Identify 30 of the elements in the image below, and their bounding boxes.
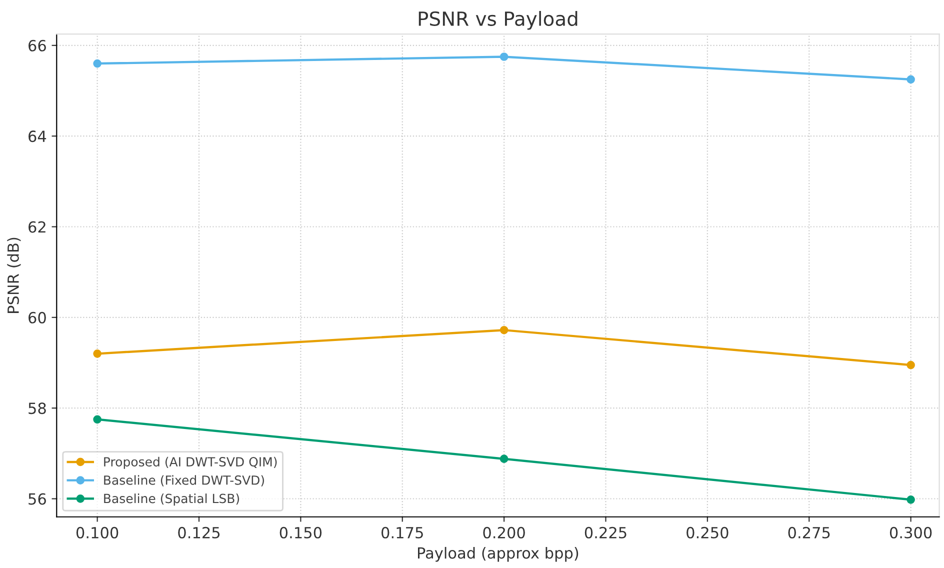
x-tick-label: 0.200 (483, 526, 525, 538)
point (93, 59, 102, 68)
y-tick-label: 58 (28, 402, 46, 414)
legend-label: Baseline (Fixed DWT-SVD) (104, 475, 264, 486)
x-axis-title: Payload (approx bpp) (418, 546, 578, 562)
point (906, 360, 915, 370)
x-tick-label: 0.225 (584, 526, 626, 538)
y-tick-label: 64 (28, 130, 46, 142)
x-tick-label: 0.175 (382, 526, 423, 538)
x-tick-label: 0.300 (890, 526, 932, 538)
point (906, 75, 915, 84)
x-tick-label: 0.150 (280, 526, 322, 538)
point (500, 52, 508, 61)
y-tick-label: 56 (28, 493, 46, 505)
point (906, 495, 915, 504)
y-tick-label: 66 (28, 40, 46, 52)
legend-label: Baseline (Spatial LSB) (104, 494, 240, 506)
legend-label: Proposed (AI DWT-SVD QIM) (104, 456, 277, 469)
y-tick-label: 62 (28, 221, 46, 233)
point (93, 350, 102, 358)
x-tick-label: 0.275 (788, 526, 830, 538)
y-axis-title: PSNR (dB) (7, 238, 21, 313)
x-tick-label: 0.100 (76, 526, 118, 538)
point (500, 326, 508, 334)
chart-title: PSNR vs Payload (418, 10, 578, 30)
x-tick-label: 0.125 (178, 526, 220, 538)
point (93, 415, 102, 424)
y-tick-label: 60 (28, 312, 46, 324)
point (500, 454, 508, 464)
x-tick-label: 0.250 (686, 526, 728, 538)
